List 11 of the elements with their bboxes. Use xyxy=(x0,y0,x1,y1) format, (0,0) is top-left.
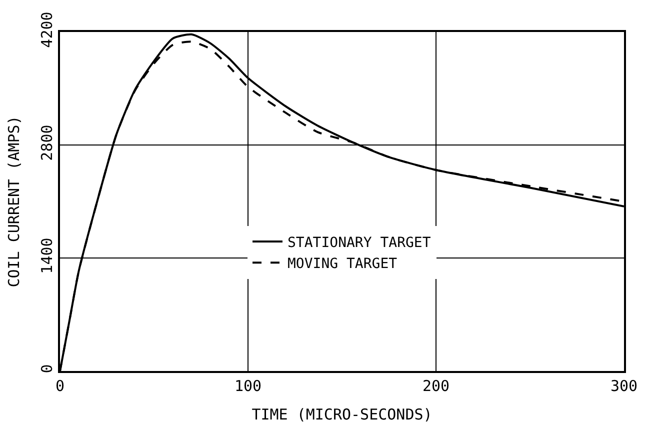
legend-label: MOVING TARGET xyxy=(288,256,398,272)
y-tick-label: 1400 xyxy=(38,238,56,274)
legend-label: STATIONARY TARGET xyxy=(288,234,432,251)
y-axis-title: COIL CURRENT (AMPS) xyxy=(4,116,23,288)
y-tick-label: 4200 xyxy=(38,12,56,48)
y-tick-label: 0 xyxy=(38,364,56,374)
x-tick-label: 100 xyxy=(234,377,262,395)
x-tick-label: 200 xyxy=(422,377,450,395)
x-tick-label: 300 xyxy=(610,377,638,395)
y-tick-label: 2800 xyxy=(38,124,56,161)
x-axis-title: TIME (MICRO-SECONDS) xyxy=(252,406,432,424)
